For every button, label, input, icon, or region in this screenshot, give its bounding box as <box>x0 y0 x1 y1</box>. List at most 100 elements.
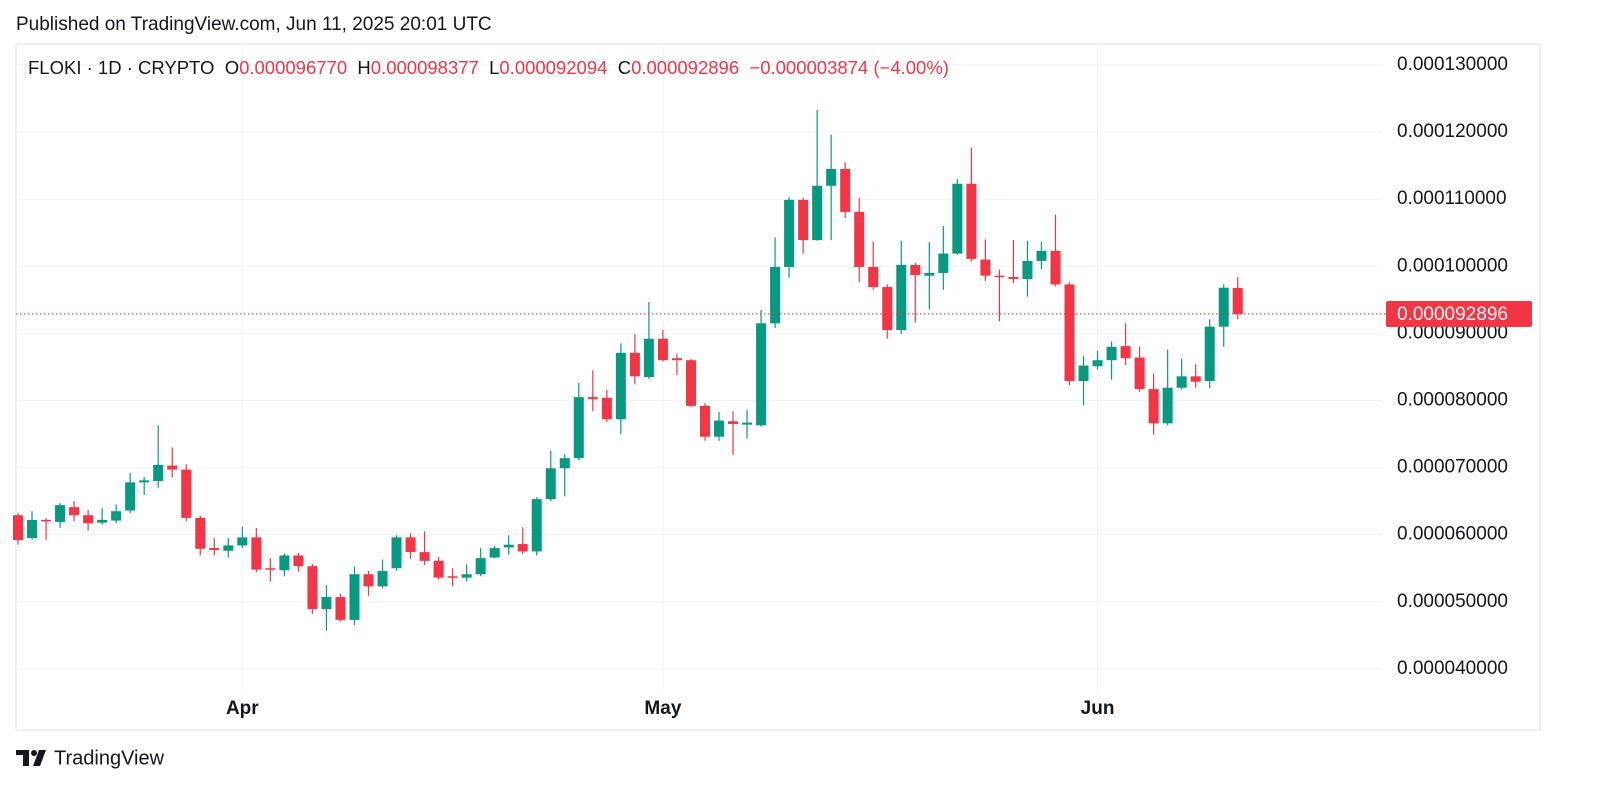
y-tick-label: 0.000070000 <box>1397 457 1508 478</box>
candle-body <box>27 519 38 539</box>
candle-body <box>41 519 52 522</box>
candle-body <box>1232 287 1243 314</box>
y-tick-label: 0.000050000 <box>1397 591 1508 612</box>
candle-body <box>195 517 206 549</box>
candle-body <box>742 422 753 425</box>
y-tick-label: 0.000040000 <box>1397 658 1508 679</box>
last-price-tag <box>1386 300 1532 327</box>
candle-body <box>223 545 234 551</box>
candle-body <box>643 338 654 377</box>
candle-body <box>1008 277 1019 280</box>
candle-body <box>475 558 486 575</box>
candle-body <box>1190 376 1201 382</box>
candle-body <box>1064 284 1075 382</box>
open-value: 0.000096770 <box>239 57 348 78</box>
low-value: 0.000092094 <box>499 57 608 78</box>
candle-body <box>812 185 823 241</box>
high-label: H <box>357 57 371 78</box>
candle-body <box>1078 365 1089 382</box>
y-tick-label: 0.000100000 <box>1397 255 1508 276</box>
candle-body <box>840 168 851 212</box>
candle-body <box>938 253 949 273</box>
candle-body <box>770 266 781 324</box>
logo-mark <box>16 750 29 766</box>
candle-body <box>237 537 248 546</box>
candle-body <box>251 537 262 570</box>
y-tick-label: 0.000090000 <box>1397 322 1508 343</box>
candle-body <box>826 168 837 186</box>
candle-body <box>391 537 402 569</box>
logo <box>16 750 46 766</box>
candle-body <box>545 468 556 500</box>
x-tick-label: Apr <box>226 698 259 719</box>
y-tick-label: 0.000110000 <box>1397 188 1507 209</box>
candle-body <box>55 505 66 522</box>
candle-body <box>699 405 710 437</box>
candle-body <box>419 552 430 561</box>
candle-body <box>377 570 388 587</box>
candle-body <box>966 183 977 259</box>
candle-body <box>896 264 907 331</box>
candle-body <box>167 465 178 470</box>
candle-body <box>1120 346 1131 359</box>
last-price-label: 0.000092896 <box>1397 304 1508 325</box>
candle-body <box>854 211 865 267</box>
candle-body <box>728 421 739 424</box>
candle-body <box>139 480 150 483</box>
low-label: L <box>489 57 500 78</box>
candle-body <box>756 323 767 426</box>
candle-body <box>111 511 122 521</box>
candle-body <box>1162 387 1173 424</box>
candle-body <box>517 544 528 552</box>
candle-body <box>629 352 640 377</box>
x-tick-label: May <box>644 698 681 719</box>
candle-body <box>1022 260 1033 280</box>
candle-body <box>910 264 921 276</box>
candle-body <box>952 183 963 254</box>
logo-dot <box>31 750 37 756</box>
candle-body <box>461 574 472 578</box>
candle-body <box>573 397 584 459</box>
candle-body <box>714 420 724 437</box>
candle-body <box>153 464 164 481</box>
candle-body <box>125 482 136 511</box>
candle-body <box>685 360 696 406</box>
candle-body <box>615 352 626 420</box>
candle-body <box>798 199 809 241</box>
symbol: FLOKI · 1D · CRYPTO <box>28 57 215 78</box>
candle-body <box>559 458 570 469</box>
x-tick-label: Jun <box>1081 698 1115 719</box>
candle-body <box>1218 287 1229 327</box>
y-tick-label: 0.000080000 <box>1397 389 1508 410</box>
candle-body <box>980 259 991 276</box>
candle-body <box>1204 326 1215 382</box>
close-value: 0.000092896 <box>631 57 740 78</box>
candle-body <box>433 560 444 578</box>
y-tick-label: 0.000130000 <box>1397 54 1508 75</box>
candle-body <box>1106 346 1117 361</box>
candle-body <box>293 555 304 567</box>
candle-body <box>601 397 612 420</box>
candle-body <box>503 544 514 548</box>
candle-body <box>335 597 346 620</box>
candle-body <box>349 574 360 620</box>
candle-body <box>531 499 542 552</box>
candle-body <box>994 275 1005 278</box>
chart-frame <box>15 43 1541 731</box>
candle-body <box>1134 357 1145 390</box>
y-tick-label: 0.000060000 <box>1397 524 1508 545</box>
high-value: 0.000098377 <box>370 57 479 78</box>
candle-body <box>69 507 80 516</box>
footer-brand: TradingView <box>54 747 165 769</box>
candle-body <box>868 266 879 288</box>
candle-body <box>1148 389 1159 424</box>
candle-body <box>447 576 458 578</box>
candle-body <box>181 469 192 518</box>
candle-body <box>489 548 500 558</box>
candle-body <box>1176 376 1187 388</box>
open-label: O <box>224 57 240 78</box>
candle-body <box>83 515 94 524</box>
candle-body <box>405 537 416 553</box>
logo-slash <box>33 750 46 766</box>
